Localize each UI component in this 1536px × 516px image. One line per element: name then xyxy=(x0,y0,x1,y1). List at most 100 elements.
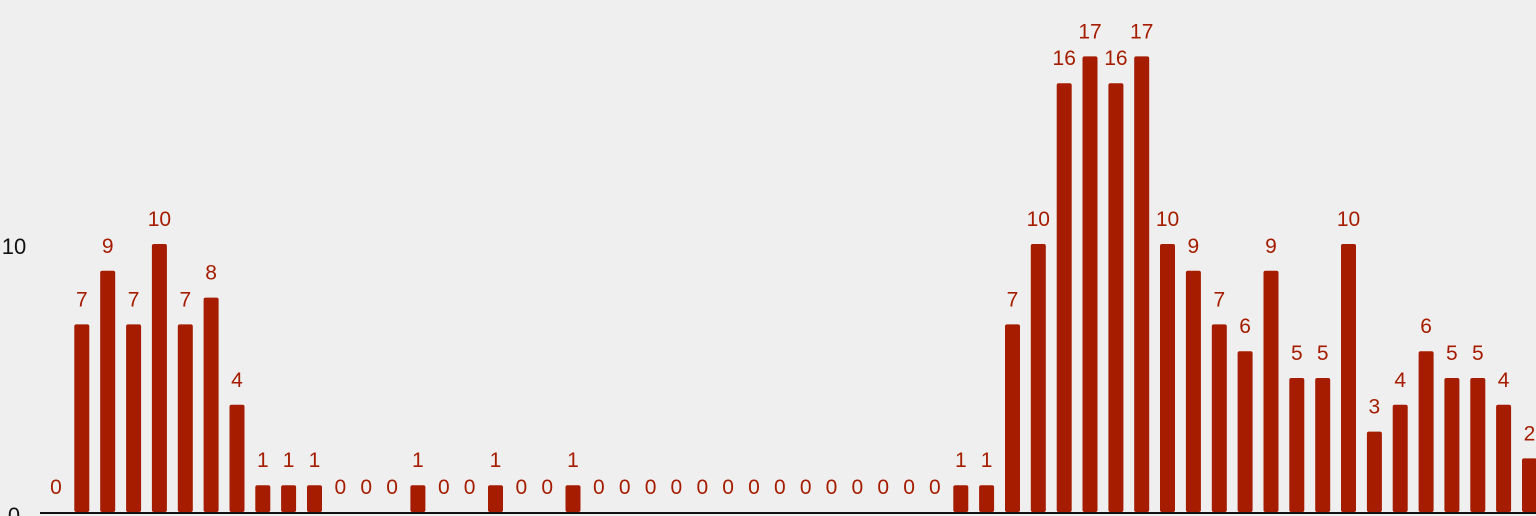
data-label-43: 10 xyxy=(1156,208,1179,231)
bar-47 xyxy=(1263,270,1279,512)
data-label-18: 0 xyxy=(515,476,527,499)
bar-17 xyxy=(488,485,503,512)
data-label-20: 1 xyxy=(567,449,579,472)
data-label-19: 0 xyxy=(541,476,553,499)
bar-50 xyxy=(1341,244,1356,512)
data-label-35: 1 xyxy=(955,449,967,472)
data-label-40: 17 xyxy=(1078,20,1101,43)
bar-53 xyxy=(1418,351,1434,512)
data-label-46: 6 xyxy=(1239,315,1251,338)
data-label-31: 0 xyxy=(852,476,864,499)
data-label-6: 8 xyxy=(205,262,217,285)
data-label-51: 3 xyxy=(1369,396,1381,419)
bar-1 xyxy=(74,324,90,512)
bar-55 xyxy=(1470,378,1486,512)
data-label-8: 1 xyxy=(257,449,269,472)
data-label-36: 1 xyxy=(981,449,993,472)
bar-38 xyxy=(1030,244,1046,512)
bar-45 xyxy=(1211,324,1227,512)
data-label-1: 7 xyxy=(76,288,88,311)
bar-54 xyxy=(1444,378,1460,512)
data-label-12: 0 xyxy=(360,476,372,499)
bar-3 xyxy=(126,324,142,512)
data-label-17: 1 xyxy=(490,449,502,472)
data-label-13: 0 xyxy=(386,476,398,499)
data-label-7: 4 xyxy=(231,369,243,392)
data-label-22: 0 xyxy=(619,476,631,499)
bar-42 xyxy=(1134,56,1150,513)
data-label-41: 16 xyxy=(1104,47,1127,70)
data-label-47: 9 xyxy=(1265,235,1277,258)
data-label-57: 2 xyxy=(1524,422,1536,445)
bar-20 xyxy=(565,485,581,512)
data-label-2: 9 xyxy=(102,235,114,258)
bar-7 xyxy=(229,404,245,512)
bar-40 xyxy=(1082,56,1098,513)
data-label-28: 0 xyxy=(774,476,786,499)
data-label-56: 4 xyxy=(1498,369,1510,392)
data-label-49: 5 xyxy=(1317,342,1329,365)
data-label-48: 5 xyxy=(1291,342,1303,365)
data-label-10: 1 xyxy=(309,449,321,472)
data-label-27: 0 xyxy=(748,476,760,499)
bar-35 xyxy=(953,485,969,512)
data-label-55: 5 xyxy=(1472,342,1484,365)
data-label-54: 5 xyxy=(1446,342,1458,365)
data-label-53: 6 xyxy=(1420,315,1432,338)
data-label-4: 10 xyxy=(148,208,171,231)
bar-6 xyxy=(203,297,219,512)
data-label-39: 16 xyxy=(1053,47,1076,70)
data-label-21: 0 xyxy=(593,476,605,499)
bar-4 xyxy=(151,244,167,512)
data-label-45: 7 xyxy=(1213,288,1225,311)
data-label-11: 0 xyxy=(335,476,347,499)
bar-39 xyxy=(1056,83,1072,512)
data-label-32: 0 xyxy=(877,476,889,499)
bar-9 xyxy=(281,485,297,512)
data-label-15: 0 xyxy=(438,476,450,499)
bar-52 xyxy=(1392,404,1408,512)
data-label-25: 0 xyxy=(696,476,708,499)
data-label-37: 7 xyxy=(1007,288,1019,311)
data-label-52: 4 xyxy=(1394,369,1406,392)
data-label-23: 0 xyxy=(645,476,657,499)
data-label-5: 7 xyxy=(179,288,191,311)
y-tick-label-0: 0 xyxy=(8,503,20,516)
bar-41 xyxy=(1108,83,1124,512)
data-label-29: 0 xyxy=(800,476,812,499)
data-label-30: 0 xyxy=(826,476,838,499)
data-label-26: 0 xyxy=(722,476,734,499)
data-label-0: 0 xyxy=(50,476,62,499)
bar-57 xyxy=(1522,458,1536,512)
data-label-14: 1 xyxy=(412,449,424,472)
data-label-42: 17 xyxy=(1130,20,1153,43)
data-label-9: 1 xyxy=(283,449,295,472)
bar-37 xyxy=(1005,324,1020,512)
data-label-16: 0 xyxy=(464,476,476,499)
bars-group xyxy=(74,56,1536,513)
bar-10 xyxy=(307,485,322,512)
bar-56 xyxy=(1496,404,1512,512)
bar-49 xyxy=(1315,378,1331,512)
bar-43 xyxy=(1160,244,1175,512)
data-label-44: 9 xyxy=(1188,235,1200,258)
bar-51 xyxy=(1366,431,1382,512)
bar-36 xyxy=(979,485,995,512)
data-label-50: 10 xyxy=(1337,208,1360,231)
bar-2 xyxy=(100,270,116,512)
bar-44 xyxy=(1185,270,1201,512)
data-label-33: 0 xyxy=(903,476,915,499)
bar-14 xyxy=(410,485,426,512)
bar-5 xyxy=(177,324,193,512)
data-label-38: 10 xyxy=(1027,208,1050,231)
bar-8 xyxy=(255,485,271,512)
y-tick-label-10: 10 xyxy=(2,234,26,259)
bar-46 xyxy=(1237,351,1253,512)
bar-48 xyxy=(1289,378,1305,512)
data-label-3: 7 xyxy=(128,288,140,311)
data-label-24: 0 xyxy=(671,476,683,499)
data-label-34: 0 xyxy=(929,476,941,499)
